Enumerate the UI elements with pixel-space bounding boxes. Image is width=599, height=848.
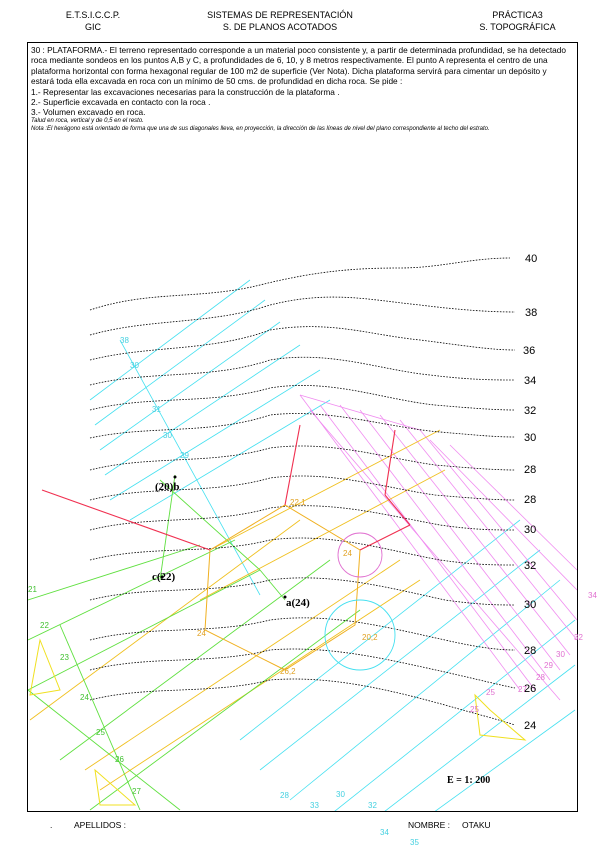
- contour-label: 30: [524, 599, 536, 611]
- point-c-marker: [160, 575, 164, 579]
- point-c-label: c(22): [152, 571, 176, 583]
- practice-number: PRÁCTICA3: [492, 10, 543, 20]
- pink-label: 25: [486, 688, 495, 697]
- cyan-label: 28: [280, 791, 289, 800]
- footer-nombre-label: NOMBRE :: [408, 820, 451, 830]
- left-label: 21: [28, 585, 37, 594]
- rock-plane-lines-cyan: [89, 279, 576, 811]
- contour-label: 30: [524, 432, 536, 444]
- cyan-label: 33: [310, 801, 319, 810]
- contour-label: 24: [524, 720, 536, 732]
- hex-label: 24: [197, 629, 206, 638]
- terrain-contours: [89, 257, 516, 726]
- footer-nombre-value: OTAKU: [462, 820, 491, 830]
- cyan-label: 30: [130, 361, 139, 370]
- pink-label: 28: [536, 673, 545, 682]
- statement-item-3: 3.- Volumen excavado en roca.: [31, 107, 146, 118]
- contour-label: 28: [524, 494, 536, 506]
- hex-label: 20,2: [362, 633, 378, 642]
- contour-label: 34: [524, 375, 536, 387]
- point-a-marker: [283, 595, 287, 599]
- pink-labels: 34 32 30 29 28 27 25 25: [470, 591, 597, 714]
- left-label: 27: [132, 787, 141, 796]
- cyan-label: 30: [336, 790, 345, 799]
- excavation-red-lines: [41, 424, 411, 551]
- footer-dot: .: [50, 820, 53, 830]
- drawing-frame: [27, 42, 578, 812]
- slope-lines-green: [28, 474, 361, 811]
- practice-topic: S. TOPOGRÁFICA: [479, 22, 556, 32]
- footer-apellidos-label: APELLIDOS :: [74, 820, 126, 830]
- contour-label: 30: [524, 524, 536, 536]
- left-label: 24: [80, 693, 89, 702]
- contour-label: 40: [525, 253, 537, 265]
- cyan-label: 35: [410, 838, 419, 847]
- yellow-triangles: [29, 638, 527, 806]
- pink-label: 29: [544, 661, 553, 670]
- contour-label: 38: [525, 307, 537, 319]
- school-name: E.T.S.I.C.C.P.: [65, 10, 121, 20]
- problem-statement: 30 : PLATAFORMA.- El terreno representad…: [31, 45, 571, 133]
- rock-plane-lines-pink: [299, 394, 577, 701]
- cyan-labels: 38 30 31 30 29 28 33 30 32 34 35: [120, 336, 419, 847]
- contour-label: 32: [524, 560, 536, 572]
- left-label: 23: [60, 653, 69, 662]
- circle-cyan: [324, 599, 396, 671]
- cyan-label: 38: [120, 336, 129, 345]
- contour-label: 26: [524, 683, 536, 695]
- hex-label: 24: [343, 549, 352, 558]
- cyan-label: 30: [163, 431, 172, 440]
- group-name: GIC: [84, 22, 101, 32]
- pink-label: 30: [556, 650, 565, 659]
- pink-label: 32: [574, 633, 583, 642]
- pink-label: 27: [518, 685, 527, 694]
- topic-title: S. DE PLANOS ACOTADOS: [222, 22, 338, 32]
- statement-note: Nota :El hexágono está orientado de form…: [31, 126, 490, 133]
- point-a-label: a(24): [286, 597, 310, 609]
- hex-label: 26,2: [280, 667, 296, 676]
- survey-points: (20)b c(22) a(24): [152, 475, 310, 609]
- contour-label: 28: [524, 645, 536, 657]
- subject-title: SISTEMAS DE REPRESENTACIÓN: [207, 10, 353, 20]
- cyan-label: 31: [152, 405, 161, 414]
- point-b-marker: [173, 475, 177, 479]
- statement-item-2: 2.- Superficie excavada en contacto con …: [31, 96, 211, 107]
- cyan-label: 34: [380, 828, 389, 837]
- hex-label: 22,1: [290, 498, 306, 507]
- hexagon-platform: [204, 504, 361, 671]
- left-label: 25: [96, 728, 105, 737]
- contour-value-labels: 40 38 36 34 32 30 28 28 30 32 30 28 26 2…: [523, 253, 537, 732]
- cyan-label: 29: [180, 451, 189, 460]
- statement-item-1: 1.- Representar las excavaciones necesar…: [31, 86, 340, 97]
- point-b-label: (20)b: [155, 481, 179, 493]
- contour-label: 36: [523, 345, 535, 357]
- pink-label: 25: [470, 705, 479, 714]
- circle-pink: [337, 532, 383, 578]
- slope-lines-yellow: [29, 429, 446, 791]
- left-label: 26: [115, 755, 124, 764]
- left-labels: 21 22 23 24 25 26 27: [28, 585, 141, 796]
- contour-label: 28: [524, 464, 536, 476]
- statement-talud: Talud en roca, vertical y de 0,5 en el r…: [31, 118, 144, 125]
- pink-label: 34: [588, 591, 597, 600]
- contour-label: 32: [524, 405, 536, 417]
- left-label: 22: [40, 621, 49, 630]
- drawing-scale: E = 1: 200: [447, 775, 490, 786]
- statement-intro: 30 : PLATAFORMA.- El terreno representad…: [31, 45, 566, 87]
- hexagon-labels: 22,1 24 24 20,2 26,2: [197, 498, 378, 676]
- cyan-label: 32: [368, 801, 377, 810]
